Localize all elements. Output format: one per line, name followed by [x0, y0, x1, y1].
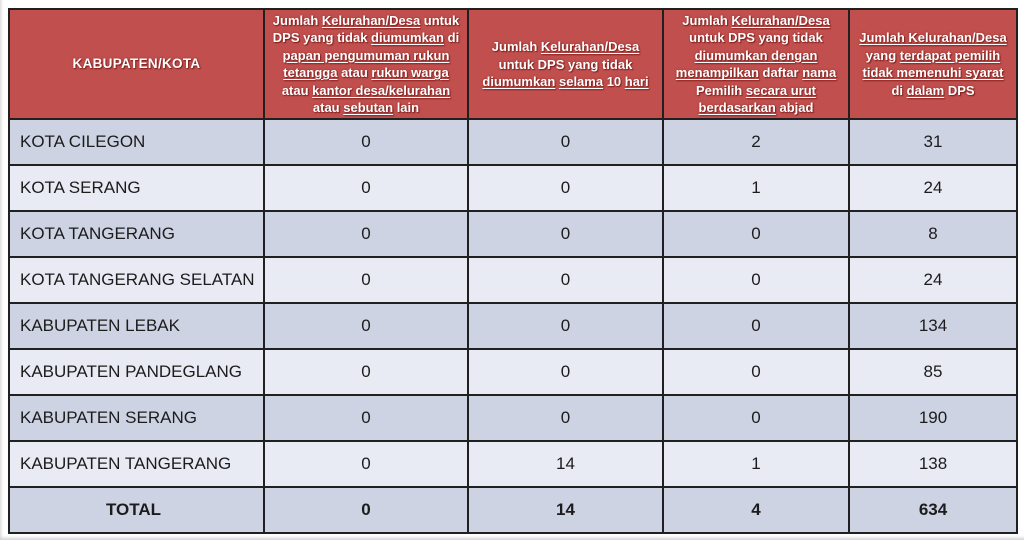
table-header: KABUPATEN/KOTA Jumlah Kelurahan/Desa unt… — [8, 7, 1018, 121]
header-pemilih-tidak-memenuhi-syarat: Jumlah Kelurahan/Desa yang terdapat pemi… — [848, 7, 1018, 121]
total-row: TOTAL 0 14 4 634 — [8, 486, 1018, 535]
header-tidak-urut-abjad: Jumlah Kelurahan/Desa untuk DPS yang tid… — [662, 7, 850, 121]
cell-value: 1 — [662, 440, 850, 489]
row-label: KOTA TANGERANG SELATAN — [8, 256, 265, 305]
cell-value: 0 — [662, 348, 850, 397]
total-value: 14 — [467, 486, 664, 535]
table-row: KOTA SERANG 0 0 1 24 — [8, 164, 1018, 213]
header-tidak-diumumkan-10-hari: Jumlah Kelurahan/Desa untuk DPS yang tid… — [467, 7, 664, 121]
cell-value: 0 — [467, 164, 664, 213]
table-row: KOTA TANGERANG 0 0 0 8 — [8, 210, 1018, 259]
header-row: KABUPATEN/KOTA Jumlah Kelurahan/Desa unt… — [8, 7, 1018, 121]
cell-value: 8 — [848, 210, 1018, 259]
cell-value: 0 — [263, 164, 469, 213]
cell-value: 0 — [467, 118, 664, 167]
cell-value: 0 — [263, 440, 469, 489]
cell-value: 31 — [848, 118, 1018, 167]
cell-value: 85 — [848, 348, 1018, 397]
cell-value: 138 — [848, 440, 1018, 489]
dps-report-table: KABUPATEN/KOTA Jumlah Kelurahan/Desa unt… — [8, 7, 1018, 535]
row-label: KABUPATEN LEBAK — [8, 302, 265, 351]
table-row: KABUPATEN SERANG 0 0 0 190 — [8, 394, 1018, 443]
table-body: KOTA CILEGON 0 0 2 31 KOTA SERANG 0 0 1 … — [8, 118, 1018, 535]
cell-value: 0 — [662, 302, 850, 351]
cell-value: 0 — [467, 302, 664, 351]
cell-value: 0 — [263, 348, 469, 397]
cell-value: 14 — [467, 440, 664, 489]
row-label: KOTA SERANG — [8, 164, 265, 213]
table-row: KABUPATEN PANDEGLANG 0 0 0 85 — [8, 348, 1018, 397]
cell-value: 0 — [467, 256, 664, 305]
header-tidak-diumumkan-papan: Jumlah Kelurahan/Desa untuk DPS yang tid… — [263, 7, 469, 121]
total-value: 4 — [662, 486, 850, 535]
cell-value: 0 — [662, 394, 850, 443]
cell-value: 0 — [662, 256, 850, 305]
cell-value: 0 — [263, 302, 469, 351]
row-label: KOTA CILEGON — [8, 118, 265, 167]
cell-value: 24 — [848, 164, 1018, 213]
cell-value: 24 — [848, 256, 1018, 305]
cell-value: 0 — [662, 210, 850, 259]
total-value: 0 — [263, 486, 469, 535]
cell-value: 0 — [467, 210, 664, 259]
cell-value: 190 — [848, 394, 1018, 443]
row-label: KABUPATEN PANDEGLANG — [8, 348, 265, 397]
total-value: 634 — [848, 486, 1018, 535]
table-row: KABUPATEN TANGERANG 0 14 1 138 — [8, 440, 1018, 489]
cell-value: 0 — [263, 118, 469, 167]
header-kabupaten-kota: KABUPATEN/KOTA — [8, 7, 265, 121]
table-row: KABUPATEN LEBAK 0 0 0 134 — [8, 302, 1018, 351]
total-label: TOTAL — [8, 486, 265, 535]
row-label: KABUPATEN SERANG — [8, 394, 265, 443]
cell-value: 1 — [662, 164, 850, 213]
cell-value: 2 — [662, 118, 850, 167]
cell-value: 0 — [263, 210, 469, 259]
cell-value: 0 — [467, 394, 664, 443]
table-row: KOTA TANGERANG SELATAN 0 0 0 24 — [8, 256, 1018, 305]
cell-value: 0 — [467, 348, 664, 397]
cell-value: 134 — [848, 302, 1018, 351]
row-label: KOTA TANGERANG — [8, 210, 265, 259]
cell-value: 0 — [263, 256, 469, 305]
row-label: KABUPATEN TANGERANG — [8, 440, 265, 489]
table-row: KOTA CILEGON 0 0 2 31 — [8, 118, 1018, 167]
cell-value: 0 — [263, 394, 469, 443]
